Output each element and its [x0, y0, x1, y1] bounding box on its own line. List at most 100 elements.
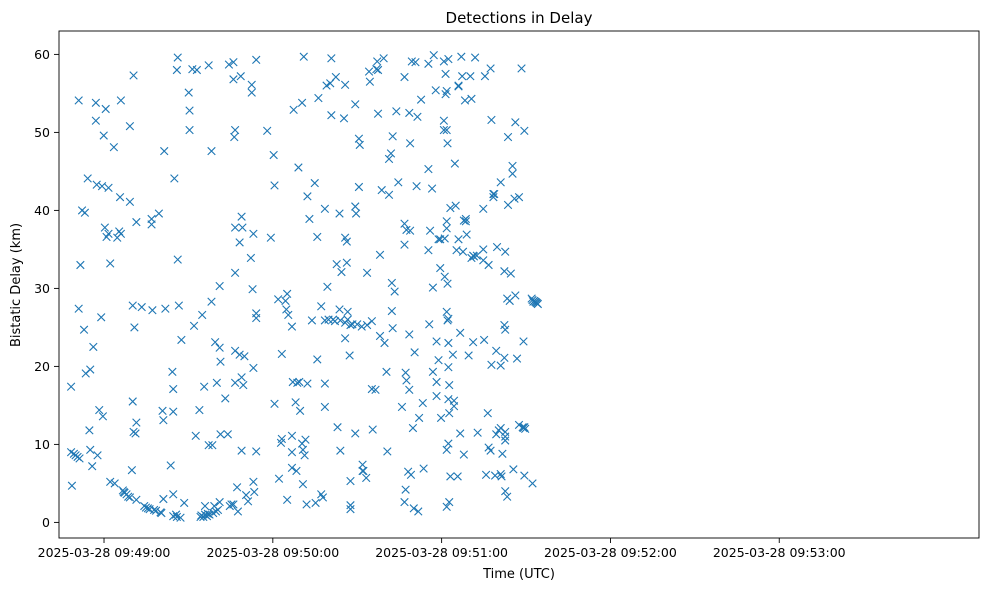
detection-marker	[501, 247, 510, 256]
detection-marker	[429, 50, 438, 60]
detection-marker	[388, 323, 397, 333]
detection-marker	[373, 65, 383, 75]
detection-marker	[446, 203, 455, 213]
detection-marker	[198, 310, 207, 320]
detection-marker	[229, 75, 238, 84]
detection-marker	[467, 94, 476, 104]
detection-marker	[412, 182, 421, 191]
detection-marker	[233, 507, 243, 516]
detection-marker	[110, 479, 119, 488]
detection-marker	[458, 247, 468, 256]
detection-marker	[387, 306, 397, 316]
detection-marker	[104, 229, 113, 238]
detection-marker	[340, 334, 350, 343]
detection-marker	[533, 299, 543, 309]
detection-marker	[85, 426, 94, 435]
detection-marker	[354, 182, 364, 192]
detection-marker	[284, 310, 293, 320]
detection-marker	[216, 430, 225, 439]
detection-marker	[468, 338, 478, 347]
detection-marker	[492, 430, 501, 439]
detection-marker	[132, 495, 141, 504]
detection-marker	[441, 69, 450, 79]
detection-marker	[508, 169, 517, 178]
detection-marker	[481, 470, 491, 480]
detection-marker	[432, 377, 441, 387]
detection-marker	[459, 450, 469, 459]
detection-marker	[248, 284, 257, 294]
detection-marker	[125, 121, 135, 131]
detection-marker	[241, 490, 251, 500]
detection-marker	[230, 132, 239, 142]
detection-marker	[247, 88, 256, 97]
detection-marker	[500, 353, 509, 363]
detection-marker	[432, 391, 441, 401]
y-tick-label: 0	[42, 515, 50, 530]
detection-marker	[287, 448, 297, 457]
detection-marker	[444, 54, 453, 64]
detection-marker	[127, 465, 137, 475]
detection-marker	[83, 174, 92, 183]
detection-marker	[345, 351, 354, 360]
detection-marker	[419, 464, 428, 473]
detection-marker	[250, 487, 259, 497]
x-tick-label: 2025-03-28 09:52:00	[544, 545, 677, 560]
detection-marker	[443, 139, 452, 148]
detection-marker	[143, 504, 153, 513]
y-tick-label: 60	[34, 47, 50, 62]
detection-marker	[402, 376, 411, 385]
detection-marker	[362, 320, 372, 330]
detection-marker	[472, 251, 481, 260]
detection-marker	[235, 350, 244, 359]
detection-marker	[335, 305, 344, 314]
detection-marker	[400, 497, 409, 507]
detection-marker	[470, 53, 480, 62]
detection-marker	[368, 425, 377, 434]
detection-marker	[400, 72, 409, 82]
detection-marker	[176, 513, 185, 522]
detection-marker	[128, 397, 137, 406]
detection-marker	[287, 431, 297, 441]
detection-marker	[442, 445, 451, 455]
detection-marker	[351, 100, 360, 109]
detection-marker	[390, 287, 399, 296]
detection-marker	[528, 479, 537, 488]
detection-marker	[263, 126, 272, 136]
detection-marker	[500, 267, 509, 276]
detection-marker	[461, 214, 471, 224]
detection-marker	[460, 96, 470, 105]
y-axis-ticks: 0 10 20 30 40 50 60	[34, 47, 59, 530]
detection-marker	[367, 316, 377, 326]
detection-marker	[169, 384, 178, 394]
detection-marker	[514, 192, 524, 202]
detection-marker	[501, 436, 510, 445]
detection-marker	[397, 402, 407, 412]
detection-marker	[310, 178, 319, 188]
detection-marker	[351, 429, 360, 438]
detection-marker	[320, 379, 330, 388]
detection-marker	[116, 229, 126, 238]
detection-marker	[480, 72, 490, 81]
detection-marker	[342, 258, 352, 267]
detection-marker	[405, 139, 415, 148]
plot-area	[59, 31, 979, 538]
detection-marker	[282, 305, 291, 314]
detection-marker	[116, 96, 126, 105]
detection-marker	[440, 234, 449, 243]
detection-marker	[132, 217, 141, 227]
detection-marker	[318, 493, 328, 502]
detection-marker	[511, 291, 520, 300]
detection-marker	[207, 146, 216, 156]
detection-marker	[439, 57, 449, 66]
detection-marker	[375, 250, 385, 260]
detection-marker	[125, 493, 135, 502]
detection-marker	[364, 67, 374, 76]
detection-marker	[173, 53, 182, 62]
detection-marker	[230, 125, 240, 135]
detection-marker	[413, 112, 422, 121]
detection-marker	[327, 54, 336, 63]
detection-marker	[442, 224, 451, 233]
detection-marker	[425, 320, 434, 329]
detection-marker	[298, 479, 308, 489]
